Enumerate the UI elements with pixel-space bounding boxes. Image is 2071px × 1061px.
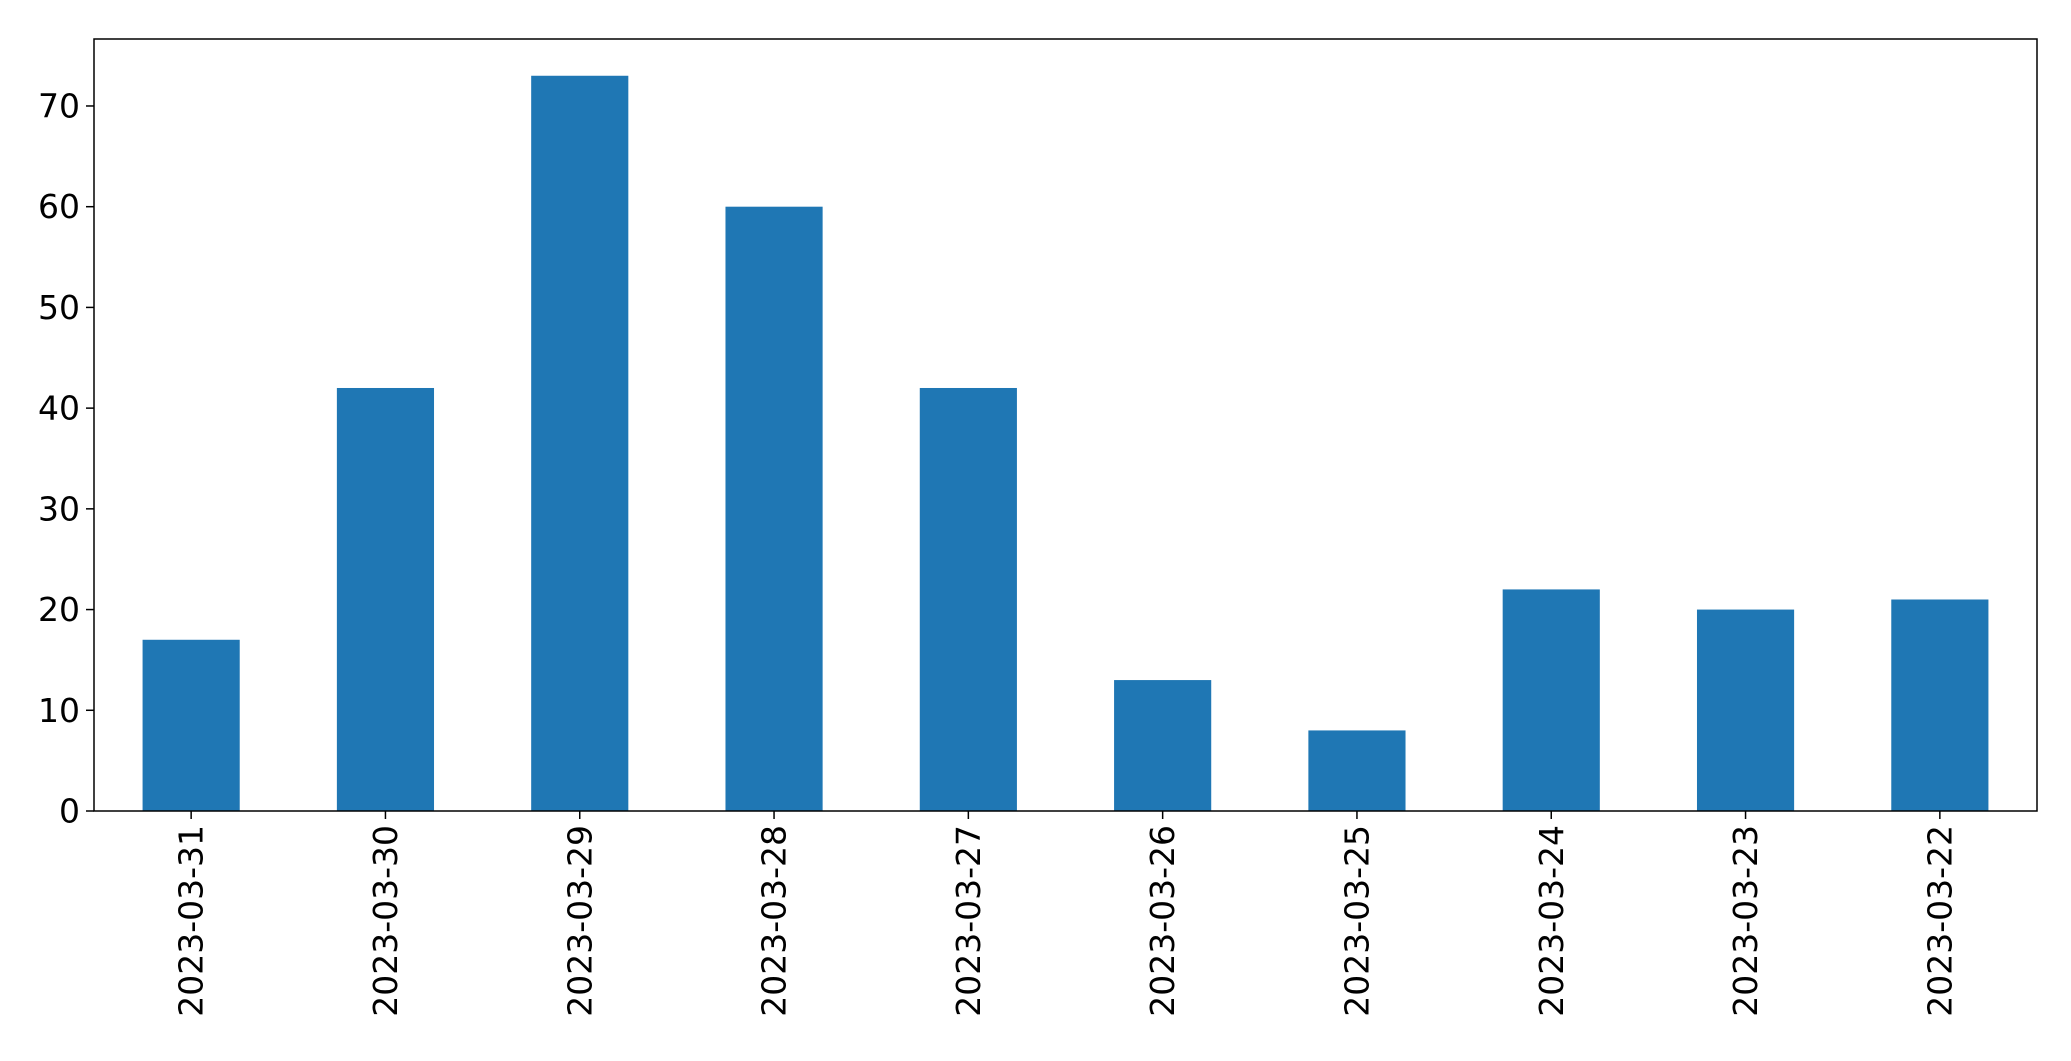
y-tick-label: 40 <box>38 389 80 428</box>
x-tick-label: 2023-03-26 <box>1143 825 1182 1017</box>
y-tick-label: 0 <box>59 792 80 831</box>
x-tick-label: 2023-03-31 <box>172 825 211 1017</box>
y-tick-label: 10 <box>38 691 80 730</box>
y-tick-label: 60 <box>38 187 80 226</box>
bar-2023-03-26 <box>1114 680 1212 811</box>
y-tick-label: 50 <box>38 288 80 327</box>
bar-2023-03-22 <box>1891 599 1989 811</box>
bar-2023-03-29 <box>531 75 629 811</box>
bars-group <box>142 75 1989 812</box>
y-axis: 0 10 20 30 40 50 60 70 <box>38 86 94 831</box>
bar-2023-03-23 <box>1696 609 1795 811</box>
bar-2023-03-30 <box>336 387 435 811</box>
x-tick-label: 2023-03-22 <box>1920 825 1959 1017</box>
x-tick-label: 2023-03-24 <box>1532 825 1571 1017</box>
x-tick-label: 2023-03-29 <box>560 825 599 1017</box>
x-axis: 2023-03-31 2023-03-30 2023-03-29 2023-03-28… <box>172 811 1959 1017</box>
x-tick-label: 2023-03-27 <box>949 825 988 1017</box>
bar-2023-03-24 <box>1502 589 1600 811</box>
x-tick-label: 2023-03-23 <box>1726 825 1765 1017</box>
bar-2023-03-31 <box>142 639 240 811</box>
plot-frame <box>93 38 2038 812</box>
bar-2023-03-25 <box>1308 730 1406 811</box>
y-tick-label: 20 <box>38 590 80 629</box>
bar-2023-03-27 <box>919 387 1017 811</box>
bar-2023-03-28 <box>725 206 823 812</box>
y-tick-label: 30 <box>38 489 80 528</box>
x-tick-label: 2023-03-28 <box>755 825 794 1017</box>
x-tick-label: 2023-03-30 <box>366 825 405 1017</box>
x-tick-label: 2023-03-25 <box>1337 825 1376 1017</box>
y-tick-label: 70 <box>38 86 80 125</box>
